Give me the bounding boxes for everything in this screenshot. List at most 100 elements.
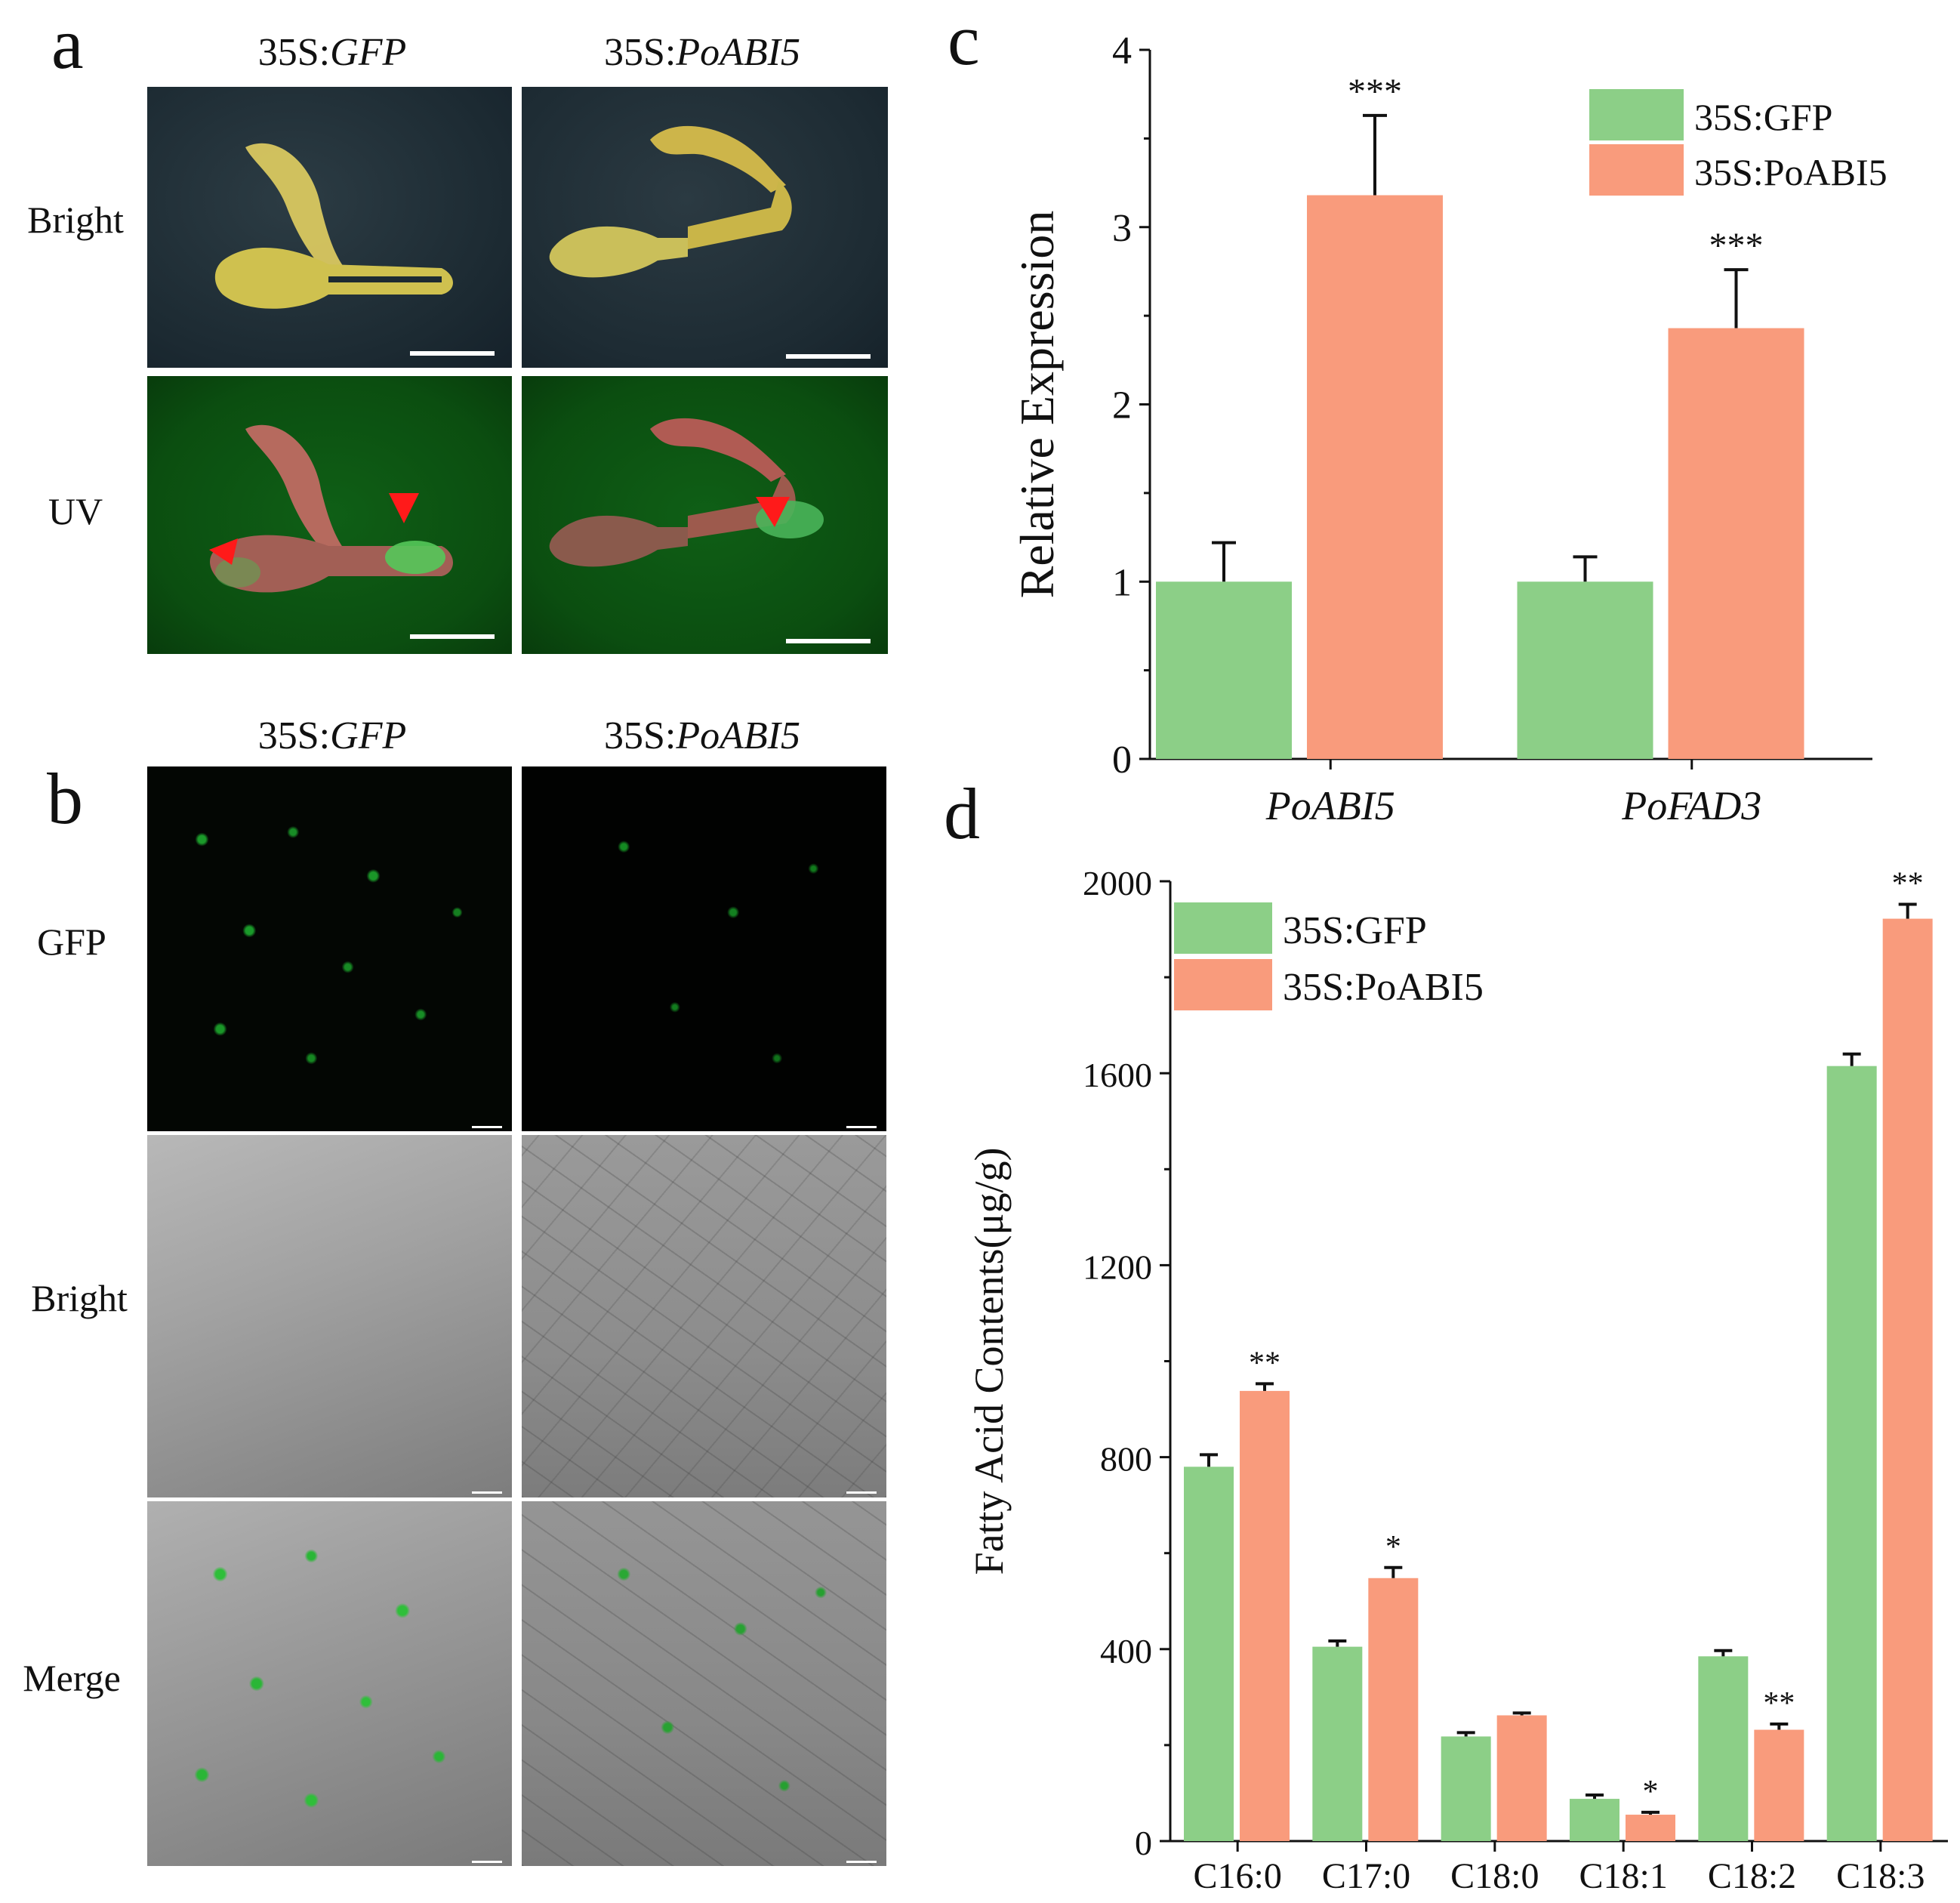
seedling-drawing [214,143,453,309]
bar [1517,581,1653,759]
scale-bar [846,1861,877,1863]
significance-label: *** [1348,72,1402,112]
scale-bar [786,354,871,359]
y-tick-label: 1200 [1083,1248,1152,1286]
photo-uv-gfp [147,376,512,654]
y-tick-label: 800 [1100,1440,1152,1479]
micrograph-gfp-poabi5 [522,766,886,1131]
photo-bright-poabi5 [522,87,888,368]
panel-a-row-label-bright: Bright [27,199,124,241]
panel-b-column-title-poabi5: 35S:PoABI5 [521,714,883,758]
panel-b-row-label-gfp: GFP [37,921,106,963]
column-title-prefix: 35S: [257,31,331,74]
column-title-prefix: 35S: [604,714,676,757]
bar [1698,1656,1749,1841]
x-tick-label: PoFAD3 [1621,783,1761,828]
scale-bar [472,1126,502,1128]
legend-label: 35S:GFP [1694,96,1832,138]
legend-label: 35S:GFP [1283,909,1427,952]
panel-a-column-title-gfp: 35S:GFP [151,30,513,75]
y-tick-label: 3 [1112,207,1132,250]
legend-swatch [1589,144,1684,196]
seedling-drawing [549,418,824,567]
y-tick-label: 4 [1112,29,1132,72]
legend-swatch [1589,89,1684,140]
significance-label: * [1385,1530,1401,1565]
bar [1441,1736,1491,1841]
y-axis-label: Relative Expression [1010,211,1064,599]
photo-uv-poabi5 [522,376,888,654]
bar [1240,1390,1290,1841]
panel-a-row-label-uv: UV [48,490,103,532]
legend-label: 35S:PoABI5 [1694,151,1888,193]
panel-a-letter: a [51,3,84,84]
bar [1754,1729,1804,1841]
significance-label: ** [1249,1346,1280,1380]
micrograph-bright-poabi5 [522,1135,886,1497]
column-title-gene: GFP [330,31,407,74]
y-tick-label: 1600 [1083,1056,1152,1094]
y-axis-label: Fatty Acid Contents(μg/g) [966,1148,1012,1575]
scale-bar [786,639,871,643]
scale-bar [846,1491,877,1494]
x-tick-label: C17:0 [1322,1856,1410,1896]
bar [1307,195,1443,759]
chart-relative-expression: 0 1 2 3 4 Relative Expression PoABI5 PoFAD3 *** *… [1010,29,1888,828]
panel-c-letter: c [948,0,980,80]
significance-label: * [1643,1775,1659,1809]
bar [1156,581,1292,759]
y-tick-label: 1 [1112,561,1132,604]
y-tick-label: 2 [1112,384,1132,427]
seedling-drawing [549,125,792,278]
panel-a-column-title-poabi5: 35S:PoABI5 [521,30,883,75]
x-tick-label: C16:0 [1193,1856,1281,1896]
micrograph-merge-poabi5 [522,1501,886,1866]
bar [1368,1578,1419,1841]
bar [1826,1066,1877,1841]
legend-swatch [1174,959,1272,1010]
y-tick-label: 2000 [1083,864,1152,902]
panel-b-letter: b [47,758,83,839]
column-title-gene: PoABI5 [676,714,800,757]
scale-bar [472,1861,502,1863]
significance-label: ** [1892,867,1924,902]
x-tick-label: C18:3 [1836,1856,1925,1896]
arrowhead-icon [389,493,419,523]
bar [1312,1646,1363,1841]
panel-b-row-label-merge: Merge [23,1657,121,1699]
x-tick-label: PoABI5 [1265,783,1395,828]
scale-bar [472,1491,502,1494]
bar [1570,1799,1619,1841]
y-tick-label: 0 [1112,739,1132,782]
y-tick-label: 400 [1100,1632,1152,1670]
bar [1626,1815,1675,1841]
column-title-gene: PoABI5 [676,31,800,74]
y-tick-label: 0 [1135,1824,1152,1862]
photo-bright-gfp [147,87,512,368]
panel-b-row-label-bright: Bright [31,1277,128,1319]
chart-fatty-acid-contents: 0 400 800 1200 1600 2000 Fatty Acid Contents(μ… [966,864,1948,1896]
seedling-drawing [209,424,453,593]
bar [1184,1467,1234,1841]
bar [1882,918,1933,1841]
legend-swatch [1174,902,1272,954]
scale-bar [846,1126,877,1128]
panel-d-letter: d [944,773,980,854]
panel-b-column-title-gfp: 35S:GFP [151,714,513,758]
bar [1668,328,1804,759]
column-title-prefix: 35S: [604,31,676,74]
bar [1496,1715,1547,1841]
micrograph-merge-gfp [147,1501,512,1866]
significance-label: ** [1763,1686,1795,1721]
significance-label: *** [1709,226,1764,266]
micrograph-gfp-gfp [147,766,512,1131]
x-tick-label: C18:1 [1579,1856,1667,1896]
x-tick-label: C18:0 [1450,1856,1539,1896]
scale-bar [410,351,495,356]
column-title-gene: GFP [330,714,407,757]
arrowhead-icon [209,538,238,565]
x-tick-label: C18:2 [1708,1856,1796,1896]
arrowhead-icon [756,497,790,527]
column-title-prefix: 35S: [257,714,331,757]
legend-label: 35S:PoABI5 [1283,966,1484,1009]
